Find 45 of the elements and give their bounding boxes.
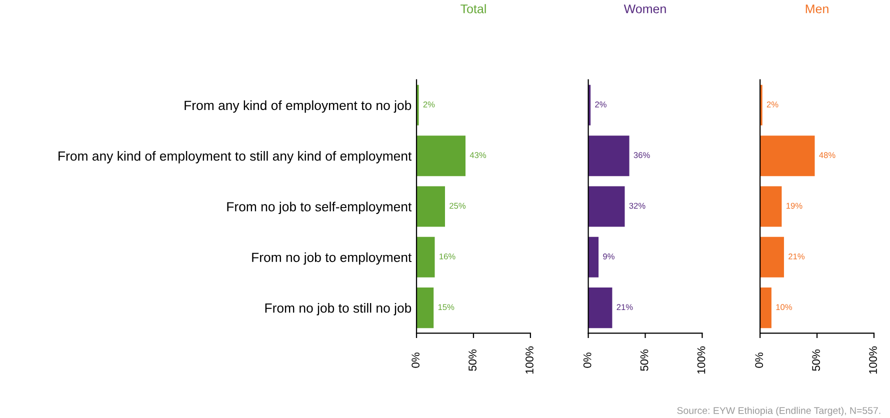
bar xyxy=(760,236,784,278)
bar xyxy=(760,186,782,227)
data-label: 21% xyxy=(616,304,633,310)
y-tick-label: From any kind of employment to no job xyxy=(184,100,412,113)
y-tick-label: From no job to self-employment xyxy=(227,202,412,214)
chart-title: Women xyxy=(624,4,666,14)
data-label: 16% xyxy=(440,253,456,260)
source-note: Source: EYW Ethiopia (Endline Target), N=557. xyxy=(677,406,880,416)
bar xyxy=(760,136,815,176)
y-tick-label: From no job to still no job xyxy=(265,303,412,316)
data-label: 19% xyxy=(786,202,802,209)
data-label: 21% xyxy=(788,253,805,260)
data-label: 43% xyxy=(470,152,486,158)
bar xyxy=(416,236,435,278)
data-label: 32% xyxy=(629,202,646,209)
bar xyxy=(588,288,612,328)
data-label: 10% xyxy=(776,304,792,310)
bar xyxy=(760,288,772,328)
x-tick-label: 100% xyxy=(697,346,706,374)
x-tick-label: 0% xyxy=(583,352,592,368)
data-label: 15% xyxy=(438,304,454,310)
x-tick-label: 0% xyxy=(755,352,764,368)
y-tick-label: From any kind of employment to still any kind of employment xyxy=(58,151,412,164)
x-tick-label: 50% xyxy=(812,350,820,371)
x-tick-label: 50% xyxy=(468,350,476,371)
bar xyxy=(588,136,630,176)
bar xyxy=(588,186,625,227)
bar xyxy=(416,186,445,227)
chart-title: Total xyxy=(460,4,486,14)
x-tick-label: 100% xyxy=(526,346,534,374)
data-label: 2% xyxy=(423,102,435,108)
y-tick-label: From no job to employment xyxy=(252,252,412,265)
bar xyxy=(588,236,599,278)
x-tick-label: 0% xyxy=(412,352,420,368)
data-label: 48% xyxy=(819,152,836,158)
x-tick-label: 50% xyxy=(640,350,648,371)
data-label: 2% xyxy=(595,102,606,108)
data-label: 36% xyxy=(634,152,650,158)
data-label: 2% xyxy=(766,102,778,108)
bar xyxy=(416,136,466,176)
x-tick-label: 100% xyxy=(869,346,877,374)
bar xyxy=(416,288,434,328)
data-label: 9% xyxy=(603,253,614,260)
data-label: 25% xyxy=(450,202,466,209)
chart-title: Men xyxy=(806,4,828,14)
